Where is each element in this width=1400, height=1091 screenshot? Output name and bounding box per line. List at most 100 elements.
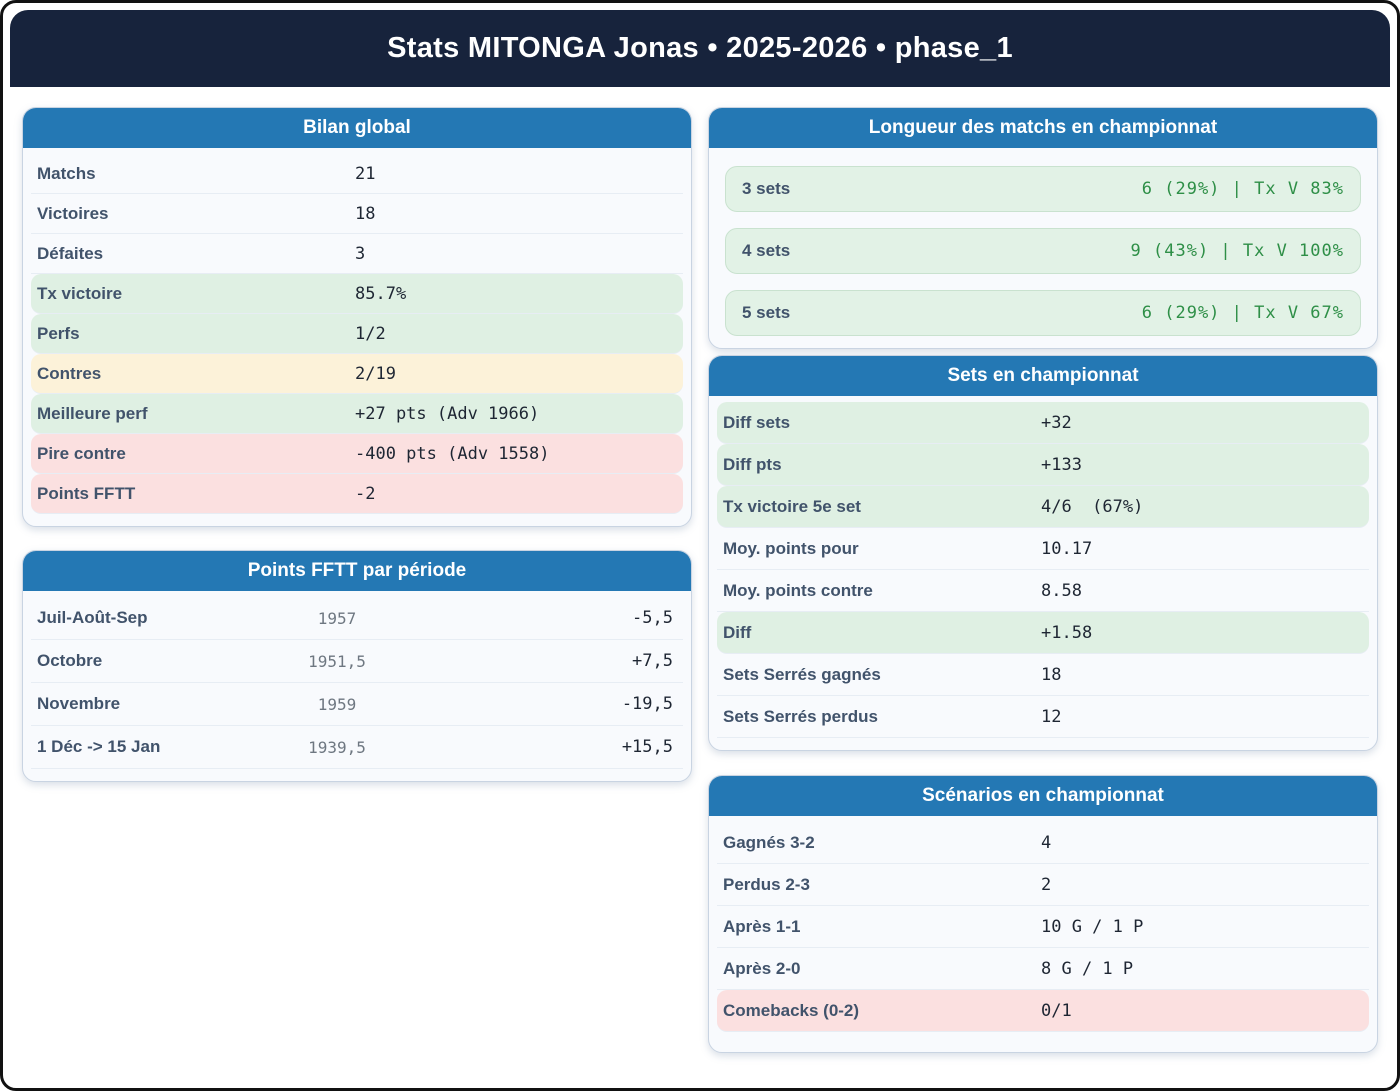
- period-points: 1951,5: [308, 651, 366, 671]
- stat-value: 4: [1041, 832, 1052, 853]
- stat-label: Sets Serrés gagnés: [723, 664, 881, 684]
- stat-value: 1/2: [355, 323, 386, 344]
- card-bilan-global: Bilan global Matchs 21 Victoires 18 Défa…: [22, 107, 692, 527]
- card-points-fftt-periode: Points FFTT par période Juil-Août-Sep 19…: [22, 550, 692, 782]
- stat-label: Contres: [37, 363, 102, 383]
- stat-row-diff: Diff +1.58: [717, 612, 1369, 654]
- card-scenarios-body: Gagnés 3-2 4 Perdus 2-3 2 Après 1-1 10 G…: [709, 816, 1377, 1052]
- stat-row-sets-serres-perdus: Sets Serrés perdus 12: [717, 696, 1369, 738]
- stat-row-defaites: Défaites 3: [31, 234, 683, 274]
- card-points-fftt-body: Juil-Août-Sep 1957 -5,5 Octobre 1951,5 +…: [23, 591, 691, 781]
- match-length-label: 4 sets: [742, 241, 791, 260]
- stat-label: Diff: [723, 622, 752, 642]
- period-row-dec-jan: 1 Déc -> 15 Jan 1939,5 +15,5: [31, 726, 683, 769]
- stat-label: Diff sets: [723, 412, 791, 432]
- match-length-row-4-sets: 4 sets 9 (43%) | Tx V 100%: [725, 228, 1361, 274]
- stat-value: 8.58: [1041, 580, 1082, 601]
- stat-label: Diff pts: [723, 454, 782, 474]
- stat-value: +27 pts (Adv 1966): [355, 403, 540, 424]
- page-header: Stats MITONGA Jonas • 2025-2026 • phase_…: [10, 10, 1390, 87]
- stat-label: Pire contre: [37, 443, 126, 463]
- stat-row-apres-1-1: Après 1-1 10 G / 1 P: [717, 906, 1369, 948]
- stat-row-meilleure-perf: Meilleure perf +27 pts (Adv 1966): [31, 394, 683, 434]
- stat-value: +133: [1041, 454, 1082, 475]
- stat-value: 3: [355, 243, 366, 264]
- stat-label: Points FFTT: [37, 483, 136, 503]
- period-label: Octobre: [37, 651, 103, 670]
- match-length-label: 5 sets: [742, 303, 791, 322]
- period-row-juil-aout-sep: Juil-Août-Sep 1957 -5,5: [31, 597, 683, 640]
- card-title: Bilan global: [303, 117, 411, 138]
- stat-label: Perfs: [37, 323, 80, 343]
- stat-value: 2/19: [355, 363, 396, 384]
- stat-row-perfs: Perfs 1/2: [31, 314, 683, 354]
- period-label: Juil-Août-Sep: [37, 608, 148, 627]
- stat-row-diff-pts: Diff pts +133: [717, 444, 1369, 486]
- period-points: 1957: [317, 608, 357, 628]
- stat-label: Moy. points contre: [723, 580, 873, 600]
- card-bilan-global-body: Matchs 21 Victoires 18 Défaites 3 Tx vic…: [23, 148, 691, 526]
- period-row-novembre: Novembre 1959 -19,5: [31, 683, 683, 726]
- match-length-row-5-sets: 5 sets 6 (29%) | Tx V 67%: [725, 290, 1361, 336]
- card-title: Longueur des matchs en championnat: [868, 117, 1218, 138]
- period-row-octobre: Octobre 1951,5 +7,5: [31, 640, 683, 683]
- stat-row-apres-2-0: Après 2-0 8 G / 1 P: [717, 948, 1369, 990]
- stat-row-perdus-2-3: Perdus 2-3 2: [717, 864, 1369, 906]
- stat-row-contres: Contres 2/19: [31, 354, 683, 394]
- stat-value: 0/1: [1041, 1000, 1072, 1021]
- period-delta: +7,5: [632, 651, 673, 671]
- stat-value: 10 G / 1 P: [1041, 916, 1144, 937]
- match-length-value: 6 (29%) | Tx V 83%: [1141, 179, 1344, 199]
- stat-row-matchs: Matchs 21: [31, 154, 683, 194]
- card-title: Scénarios en championnat: [922, 785, 1164, 806]
- stat-row-pire-contre: Pire contre -400 pts (Adv 1558): [31, 434, 683, 474]
- stat-row-points-fftt: Points FFTT -2: [31, 474, 683, 514]
- card-scenarios-header: Scénarios en championnat: [709, 776, 1377, 816]
- stat-label: Sets Serrés perdus: [723, 706, 878, 726]
- card-scenarios-championnat: Scénarios en championnat Gagnés 3-2 4 Pe…: [708, 775, 1378, 1053]
- stat-value: 18: [355, 203, 376, 224]
- stat-label: Tx victoire 5e set: [723, 496, 861, 516]
- stat-label: Perdus 2-3: [723, 874, 810, 894]
- match-length-row-3-sets: 3 sets 6 (29%) | Tx V 83%: [725, 166, 1361, 212]
- stat-label: Matchs: [37, 163, 96, 183]
- stat-value: 4/6 (67%): [1041, 496, 1144, 517]
- card-title: Points FFTT par période: [247, 560, 467, 581]
- period-points: 1959: [317, 694, 357, 714]
- period-delta: +15,5: [621, 737, 673, 757]
- stat-label: Victoires: [37, 203, 109, 223]
- stat-value: 10.17: [1041, 538, 1093, 559]
- stat-value: 85.7%: [355, 283, 407, 304]
- card-sets-championnat: Sets en championnat Diff sets +32 Diff p…: [708, 355, 1378, 751]
- stat-label: Après 1-1: [723, 916, 801, 936]
- stat-row-diff-sets: Diff sets +32: [717, 402, 1369, 444]
- card-points-fftt-header: Points FFTT par période: [23, 551, 691, 591]
- stat-label: Gagnés 3-2: [723, 832, 815, 852]
- card-title: Sets en championnat: [947, 365, 1139, 386]
- stat-label: Comebacks (0-2): [723, 1000, 860, 1020]
- match-length-value: 6 (29%) | Tx V 67%: [1141, 303, 1344, 323]
- card-longueur-header: Longueur des matchs en championnat: [709, 108, 1377, 148]
- page-title: Stats MITONGA Jonas • 2025-2026 • phase_…: [387, 32, 1013, 64]
- match-length-value: 9 (43%) | Tx V 100%: [1130, 241, 1344, 261]
- period-label: Novembre: [37, 694, 121, 713]
- stat-row-comebacks-0-2: Comebacks (0-2) 0/1: [717, 990, 1369, 1032]
- stat-row-moy-points-contre: Moy. points contre 8.58: [717, 570, 1369, 612]
- match-length-label: 3 sets: [742, 179, 791, 198]
- stat-value: 8 G / 1 P: [1041, 958, 1134, 979]
- stat-value: 18: [1041, 664, 1062, 685]
- stat-row-moy-points-pour: Moy. points pour 10.17: [717, 528, 1369, 570]
- stat-row-victoires: Victoires 18: [31, 194, 683, 234]
- stat-value: +32: [1041, 412, 1072, 433]
- stat-value: 21: [355, 163, 376, 184]
- stat-row-tx-victoire-5e-set: Tx victoire 5e set 4/6 (67%): [717, 486, 1369, 528]
- stat-label: Moy. points pour: [723, 538, 859, 558]
- period-label: 1 Déc -> 15 Jan: [37, 737, 161, 756]
- period-delta: -19,5: [621, 694, 673, 714]
- stat-label: Défaites: [37, 243, 104, 263]
- period-delta: -5,5: [632, 608, 673, 628]
- stat-row-sets-serres-gagnes: Sets Serrés gagnés 18: [717, 654, 1369, 696]
- stat-value: 2: [1041, 874, 1052, 895]
- stat-value: +1.58: [1041, 622, 1093, 643]
